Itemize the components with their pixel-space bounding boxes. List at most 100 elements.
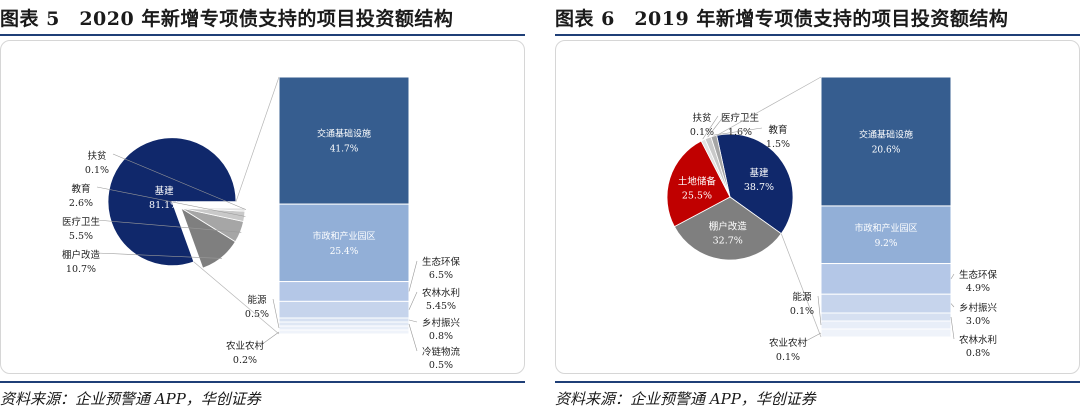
- slice-name-label: 教育: [71, 183, 90, 195]
- slice-name-label: 基建: [749, 167, 769, 179]
- bar-segment-name: 能源: [247, 294, 267, 306]
- slice-value-label: 1.5%: [766, 139, 790, 150]
- bar-segment-市政和产业园区: [820, 205, 952, 265]
- bar-segment-name: 交通基础设施: [317, 128, 371, 140]
- bar-segment-value: 4.9%: [966, 283, 990, 294]
- bar-segment-name: 乡村振兴: [422, 317, 460, 329]
- bar-segment-name: 生态环保: [422, 256, 461, 268]
- bar-segment-name: 农林水利: [422, 287, 460, 299]
- pie-of-bar-chart-2019: 基建 38.7% 棚户改造 32.7% 土地储备 25.5% 扶贫 0.1% 医疗卫生 1.6% 教…: [666, 76, 998, 363]
- bar-segment-name: 冷链物流: [422, 346, 461, 358]
- bar-segment-value: 0.5%: [245, 309, 269, 320]
- chart-frame: 基建 81.1% 棚户改造 10.7% 医疗卫生 5.5% 教育 2.6% 扶贫 0.1% 交通基础…: [0, 40, 525, 374]
- pie-slice-土地储备: [666, 140, 731, 228]
- figure-title: 图表 6 2019 年新增专项债支持的项目投资额结构: [555, 8, 1009, 30]
- leader-line: [702, 115, 719, 140]
- bar-segment-交通基础设施: [278, 76, 410, 205]
- figure-6: 图表 6 2019 年新增专项债支持的项目投资额结构 基建 38.7% 棚户改造 32…: [555, 0, 1080, 417]
- slice-name-label: 棚户改造: [709, 221, 748, 233]
- figure-title: 图表 5 2020 年新增专项债支持的项目投资额结构: [0, 8, 454, 30]
- bar-segment-能源: [820, 320, 952, 330]
- bar-segment-能源: [278, 325, 410, 331]
- bar-segment-name: 市政和产业园区: [312, 230, 375, 242]
- slice-name-label: 扶贫: [87, 150, 107, 162]
- pie-slice-扶贫: [180, 207, 246, 212]
- bar-segment-value: 20.6%: [872, 145, 901, 155]
- bar-segment-value: 0.8%: [429, 331, 453, 342]
- leader-line: [408, 291, 418, 310]
- leader-line: [408, 260, 418, 292]
- chart-frame: 基建 38.7% 棚户改造 32.7% 土地储备 25.5% 扶贫 0.1% 医疗卫生 1.6% 教…: [555, 40, 1080, 374]
- leader-line: [950, 303, 955, 308]
- source-note: 资料来源：企业预警通 APP，华创证券: [555, 390, 816, 408]
- slice-value-label: 5.5%: [69, 231, 93, 242]
- slice-name-label: 基建: [155, 185, 175, 197]
- leader-line: [260, 331, 280, 346]
- bar-segment-乡村振兴: [278, 317, 410, 323]
- bar-segment-农业农村: [820, 328, 952, 338]
- slice-name-label: 教育: [768, 124, 787, 136]
- leader-line: [707, 115, 725, 138]
- slice-name-label: 土地储备: [678, 176, 717, 188]
- bar-segment-name: 交通基础设施: [859, 128, 913, 140]
- pie-of-bar-chart-2020: 基建 81.1% 棚户改造 10.7% 医疗卫生 5.5% 教育 2.6% 扶贫 0.1% 交通基础…: [62, 76, 461, 371]
- leader-line: [96, 219, 242, 233]
- bar-segment-name: 乡村振兴: [959, 302, 997, 314]
- connector-line: [235, 76, 280, 202]
- bar-segment-name: 市政和产业园区: [854, 222, 917, 234]
- leader-line: [817, 295, 822, 326]
- bar-segment-交通基础设施: [820, 76, 952, 207]
- title-divider: [0, 34, 525, 36]
- bar-segment-市政和产业园区: [278, 203, 410, 283]
- bar-segment-value: 0.1%: [776, 352, 800, 363]
- slice-name-label: 棚户改造: [62, 249, 101, 261]
- connector-line: [780, 233, 822, 338]
- bar-segment-value: 9.2%: [875, 239, 898, 249]
- bar-segment-生态环保: [820, 263, 952, 295]
- leader-line: [96, 252, 222, 259]
- bar-segment-name: 农业农村: [769, 337, 808, 349]
- leader-line: [96, 186, 246, 217]
- bar-segment-农林水利: [820, 312, 952, 322]
- slice-value-label: 38.7%: [744, 182, 774, 193]
- leader-line: [803, 332, 822, 343]
- bar-segment-value: 6.5%: [429, 270, 453, 281]
- bar-segment-value: 3.0%: [966, 316, 990, 327]
- slice-value-label: 0.1%: [690, 127, 714, 138]
- slice-value-label: 0.1%: [85, 165, 109, 176]
- bar-segment-value: 25.4%: [330, 247, 359, 257]
- bar-segment-name: 能源: [792, 291, 812, 303]
- leader-line: [950, 273, 955, 280]
- leader-line: [272, 298, 280, 329]
- pie-slice-基建: [716, 133, 794, 235]
- slice-name-label: 医疗卫生: [62, 216, 101, 228]
- source-divider: [555, 381, 1080, 383]
- bar-segment-value: 0.1%: [790, 306, 814, 317]
- bar-segment-农业农村: [278, 329, 410, 335]
- bar-segment-生态环保: [278, 281, 410, 302]
- bar-segment-value: 0.2%: [233, 355, 257, 366]
- leader-line: [408, 323, 418, 352]
- source-divider: [0, 381, 525, 383]
- bar-segment-name: 生态环保: [959, 269, 998, 281]
- slice-name-label: 医疗卫生: [721, 112, 760, 124]
- bar-segment-value: 41.7%: [330, 145, 359, 155]
- slice-value-label: 10.7%: [66, 264, 96, 275]
- bar-segment-value: 5.45%: [426, 301, 456, 312]
- slice-value-label: 32.7%: [713, 236, 743, 247]
- bar-segment-name: 农业农村: [226, 340, 265, 352]
- leader-line: [950, 316, 955, 340]
- connector-line: [193, 261, 280, 335]
- slice-value-label: 2.6%: [69, 198, 93, 209]
- slice-value-label: 1.6%: [728, 127, 752, 138]
- figure-5: 图表 5 2020 年新增专项债支持的项目投资额结构 基建 81.1% 棚户改造 10…: [0, 0, 525, 417]
- source-note: 资料来源：企业预警通 APP，华创证券: [0, 390, 261, 408]
- slice-value-label: 25.5%: [682, 191, 712, 202]
- slice-name-label: 扶贫: [692, 112, 712, 124]
- bar-segment-乡村振兴: [820, 293, 952, 314]
- bar-segment-冷链物流: [278, 321, 410, 327]
- leader-line: [713, 127, 763, 136]
- bar-segment-value: 0.8%: [966, 348, 990, 359]
- bar-segment-农林水利: [278, 300, 410, 319]
- connector-line: [716, 76, 822, 136]
